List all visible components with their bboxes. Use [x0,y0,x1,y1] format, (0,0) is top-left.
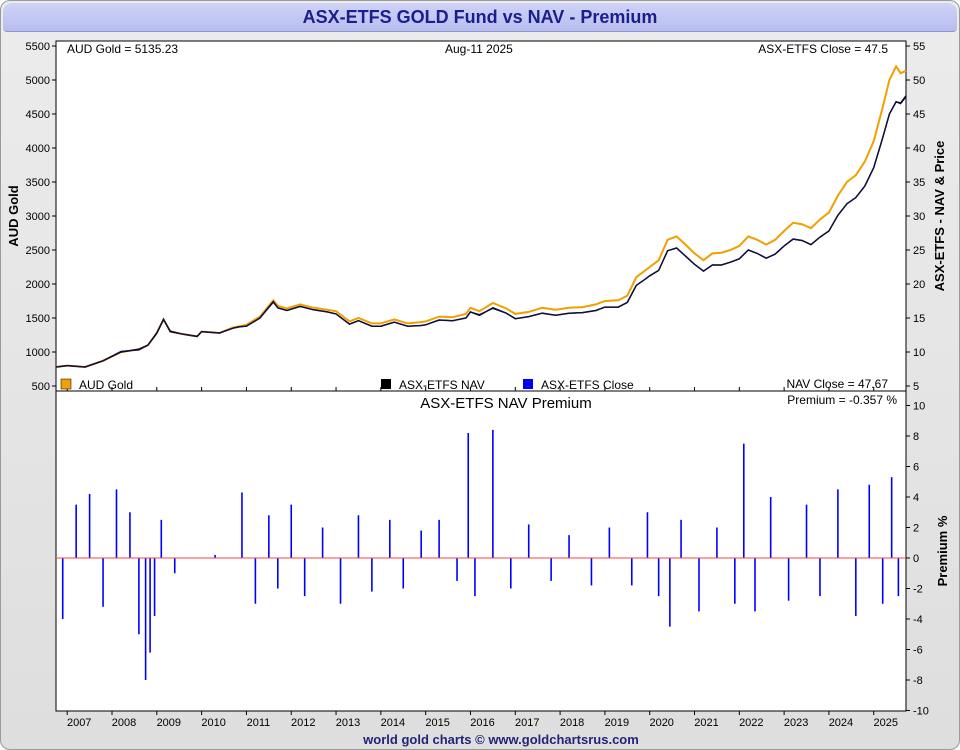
x-tick-label: 2008 [112,717,136,729]
etfs-close-line [55,96,907,368]
right-y-tick-label: 20 [913,279,925,291]
left-y-tick-label: 4500 [26,109,50,121]
x-tick-label: 2007 [67,717,91,729]
left-y-tick-label: 3000 [26,211,50,223]
x-tick-label: 2009 [157,717,181,729]
right-y-tick-label: 10 [913,347,925,359]
legend-nav-label: ASX-ETFS NAV [399,378,485,392]
premium-y-tick-label: 4 [913,492,919,504]
legend-gold-swatch [60,378,72,390]
premium-bars-group [61,429,900,680]
chart-title: ASX-ETFS GOLD Fund vs NAV - Premium [302,7,658,27]
premium-y-tick-label: 0 [913,553,919,565]
legend-nav-swatch [381,379,391,389]
left-y-tick-label: 500 [32,381,50,393]
premium-y-tick-label: -10 [913,706,929,718]
right-y-tick-label: 50 [913,75,925,87]
right-y-tick-label: 45 [913,109,925,121]
right-y-tick-label: 55 [913,41,925,53]
legend-gold-label: AUD Gold [79,378,133,392]
premium-y-tick-label: -4 [913,614,923,626]
legend-close-swatch [523,379,533,389]
x-tick-label: 2020 [649,717,673,729]
legend-close-label: ASX-ETFS Close [541,378,634,392]
price-panel [55,40,907,392]
left-y-tick-label: 1500 [26,313,50,325]
axis-ticks-group: 5001000150020002500300035004000450050005… [26,41,929,729]
left-y-tick-label: 5500 [26,41,50,53]
x-tick-label: 2015 [425,717,449,729]
close-series-group [55,96,907,368]
aud-gold-readout: AUD Gold = 5135.23 [67,42,178,56]
right-y-tick-label: 35 [913,177,925,189]
x-tick-label: 2021 [694,717,718,729]
title-bar: ASX-ETFS GOLD Fund vs NAV - Premium [3,3,957,32]
left-y-tick-label: 2000 [26,279,50,291]
etfs-close-readout: ASX-ETFS Close = 47.5 [758,42,888,56]
premium-y-tick-label: 6 [913,462,919,474]
x-tick-label: 2022 [739,717,763,729]
x-tick-label: 2025 [873,717,897,729]
nav-close-readout: NAV Close = 47.67 [786,377,888,391]
x-tick-label: 2012 [291,717,315,729]
right-y-tick-label: 15 [913,313,925,325]
x-tick-label: 2016 [470,717,494,729]
premium-y-tick-label: -8 [913,675,923,687]
left-y-tick-label: 1000 [26,347,50,359]
x-tick-label: 2019 [605,717,629,729]
premium-readout: Premium = -0.357 % [787,393,897,407]
premium-y-tick-label: 8 [913,431,919,443]
left-y-tick-label: 3500 [26,177,50,189]
left-y-tick-label: 2500 [26,245,50,257]
x-tick-label: 2017 [515,717,539,729]
left-y-tick-label: 4000 [26,143,50,155]
x-tick-label: 2024 [829,717,853,729]
premium-y-tick-label: 10 [913,401,925,413]
footer-credit[interactable]: world gold charts © www.goldchartsrus.co… [362,732,639,747]
x-tick-label: 2010 [201,717,225,729]
left-y-tick-label: 5000 [26,75,50,87]
premium-panel-title: ASX-ETFS NAV Premium [420,395,591,412]
x-tick-label: 2013 [336,717,360,729]
right-y-tick-label: 5 [913,381,919,393]
right-y-tick-label: 30 [913,211,925,223]
x-tick-label: 2018 [560,717,584,729]
x-tick-label: 2023 [784,717,808,729]
premium-axis-title: Premium % [935,515,950,586]
premium-y-tick-label: -2 [913,584,923,596]
premium-y-tick-label: 2 [913,523,919,535]
right-axis-title: ASX-ETFS - NAV & Price [932,141,947,292]
x-tick-label: 2014 [381,717,405,729]
premium-y-tick-label: -6 [913,645,923,657]
right-y-tick-label: 25 [913,245,925,257]
x-tick-label: 2011 [247,717,271,729]
date-readout: Aug-11 2025 [445,42,513,56]
right-y-tick-label: 40 [913,143,925,155]
premium-panel [55,390,907,712]
left-axis-title: AUD Gold [6,185,21,246]
